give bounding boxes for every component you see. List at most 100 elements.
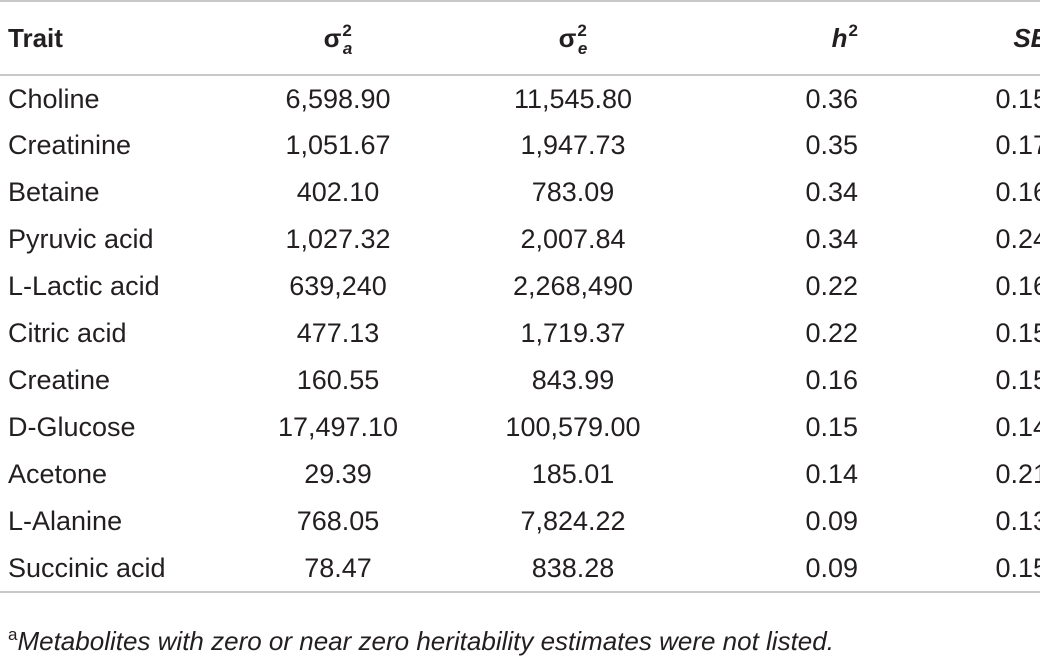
- cell-heritability: 0.09: [698, 545, 858, 593]
- cell-additive-variance: 78.47: [228, 545, 448, 593]
- cell-additive-variance: 1,027.32: [285, 224, 391, 254]
- header-trait: Trait: [0, 0, 228, 76]
- cell-standard-error: 0.15: [995, 365, 1040, 395]
- residual-variance-symbol: σ2e: [558, 20, 588, 58]
- cell-trait: Creatine: [0, 357, 228, 404]
- cell-trait: Betaine: [0, 169, 228, 216]
- table-body: Choline 6,598.90 11,545.80 0.36 0.15 Creatini…: [0, 75, 1040, 593]
- table-header: Trait σ2a σ2e h2 SE: [0, 0, 1040, 76]
- cell-trait: Pyruvic acid: [0, 216, 228, 263]
- cell-residual-variance: 2,007.84: [520, 224, 626, 254]
- trait-name: D-Glucose: [8, 412, 136, 442]
- trait-prefix: L: [8, 271, 24, 301]
- cell-heritability: 0.36: [805, 83, 858, 114]
- cell-additive-variance: 160.55: [296, 365, 380, 395]
- table-row: L-Alanine 768.05 7,824.22 0.09 0.13: [0, 498, 1040, 545]
- cell-standard-error: 0.13: [995, 506, 1040, 536]
- header-residual-variance: σ2e: [448, 0, 698, 76]
- cell-heritability: 0.09: [805, 506, 858, 536]
- cell-standard-error: 0.16: [995, 177, 1040, 207]
- trait-name: Pyruvic acid: [8, 224, 154, 254]
- cell-heritability: 0.34: [805, 224, 858, 254]
- sigma-e-superscript: 2: [577, 20, 587, 40]
- table-row: Creatine 160.55 843.99 0.16 0.15: [0, 357, 1040, 404]
- trait-name: Acetone: [8, 459, 108, 489]
- cell-residual-variance: 185.01: [531, 459, 615, 489]
- sigma-e-glyph: σ: [558, 22, 577, 53]
- trait-name: -Alanine: [23, 506, 123, 536]
- cell-trait: Creatinine: [0, 122, 228, 169]
- cell-standard-error: 0.17: [995, 130, 1040, 160]
- cell-additive-variance: 6,598.90: [285, 83, 391, 114]
- trait-name: Betaine: [8, 177, 100, 207]
- cell-residual-variance: 843.99: [531, 365, 615, 395]
- trait-name: Succinic acid: [8, 552, 166, 583]
- footnote-mark: a: [8, 625, 18, 644]
- cell-trait: Succinic acid: [0, 545, 228, 593]
- heritability-symbol: h2: [831, 20, 858, 54]
- cell-standard-error: 0.24: [995, 224, 1040, 254]
- cell-additive-variance: 639,240: [289, 271, 387, 301]
- table-row: L-Lactic acid 639,240 2,268,490 0.22 0.16: [0, 263, 1040, 310]
- table-row: Acetone 29.39 185.01 0.14 0.21: [0, 451, 1040, 498]
- cell-heritability: 0.14: [805, 459, 858, 489]
- heritability-table-container: Trait σ2a σ2e h2 SE Choline6,598.9011,54…: [0, 0, 1040, 593]
- cell-trait: L-Lactic acid: [0, 263, 228, 310]
- table-row: Pyruvic acid 1,027.32 2,007.84 0.34 0.24: [0, 216, 1040, 263]
- cell-heritability: 0.22: [805, 271, 858, 301]
- header-standard-error: SE: [858, 0, 1040, 76]
- cell-residual-variance: 1,947.73: [520, 130, 626, 160]
- cell-trait: Choline: [0, 75, 228, 122]
- cell-trait: Citric acid: [0, 310, 228, 357]
- trait-name: Creatine: [8, 365, 111, 395]
- cell-standard-error: 0.15: [995, 318, 1040, 348]
- cell-trait: D-Glucose: [0, 404, 228, 451]
- trait-name: -Lactic acid: [23, 271, 160, 301]
- cell-residual-variance: 838.28: [448, 545, 698, 593]
- additive-variance-symbol: σ2a: [323, 20, 353, 58]
- cell-residual-variance: 1,719.37: [520, 318, 626, 348]
- trait-name: Choline: [8, 83, 100, 114]
- cell-standard-error: 0.16: [995, 271, 1040, 301]
- sigma-e-subscript: e: [577, 38, 588, 58]
- cell-additive-variance: 402.10: [296, 177, 380, 207]
- table-row: D-Glucose 17,497.10 100,579.00 0.15 0.14: [0, 404, 1040, 451]
- cell-residual-variance: 783.09: [531, 177, 615, 207]
- header-additive-variance: σ2a: [228, 0, 448, 76]
- table-row: Choline 6,598.90 11,545.80 0.36 0.15: [0, 75, 1040, 122]
- trait-name: Citric acid: [8, 318, 127, 348]
- table-row: Citric acid 477.13 1,719.37 0.22 0.15: [0, 310, 1040, 357]
- heritability-table: Trait σ2a σ2e h2 SE Choline6,598.9011,54…: [0, 0, 1040, 593]
- header-heritability: h2: [698, 0, 858, 76]
- cell-heritability: 0.16: [805, 365, 858, 395]
- h-superscript: 2: [848, 20, 858, 40]
- header-row: Trait σ2a σ2e h2 SE: [0, 0, 1040, 76]
- cell-trait: Acetone: [0, 451, 228, 498]
- cell-residual-variance: 100,579.00: [505, 412, 641, 442]
- cell-residual-variance: 11,545.80: [513, 83, 633, 114]
- cell-standard-error: 0.21: [995, 459, 1040, 489]
- sigma-a-superscript: 2: [342, 20, 352, 40]
- sigma-a-subscript: a: [342, 38, 353, 58]
- cell-trait: L-Alanine: [0, 498, 228, 545]
- cell-standard-error: 0.14: [995, 412, 1040, 442]
- cell-additive-variance: 29.39: [304, 459, 372, 489]
- table-row: Betaine 402.10 783.09 0.34 0.16: [0, 169, 1040, 216]
- table-row: Creatinine 1,051.67 1,947.73 0.35 0.17: [0, 122, 1040, 169]
- h-glyph: h: [831, 22, 848, 53]
- cell-standard-error: 0.15: [858, 545, 1040, 593]
- cell-additive-variance: 477.13: [296, 318, 380, 348]
- sigma-a-glyph: σ: [323, 22, 342, 53]
- cell-residual-variance: 2,268,490: [512, 271, 634, 301]
- cell-heritability: 0.34: [805, 177, 858, 207]
- table-footnote: aMetabolites with zero or near zero heri…: [8, 625, 834, 657]
- cell-additive-variance: 17,497.10: [277, 412, 399, 442]
- cell-heritability: 0.35: [805, 130, 858, 160]
- cell-heritability: 0.22: [805, 318, 858, 348]
- footnote-text: Metabolites with zero or near zero herit…: [17, 626, 834, 656]
- trait-prefix: L: [8, 506, 24, 536]
- cell-additive-variance: 1,051.67: [285, 130, 391, 160]
- cell-residual-variance: 7,824.22: [520, 506, 626, 536]
- trait-name: Creatinine: [8, 130, 132, 160]
